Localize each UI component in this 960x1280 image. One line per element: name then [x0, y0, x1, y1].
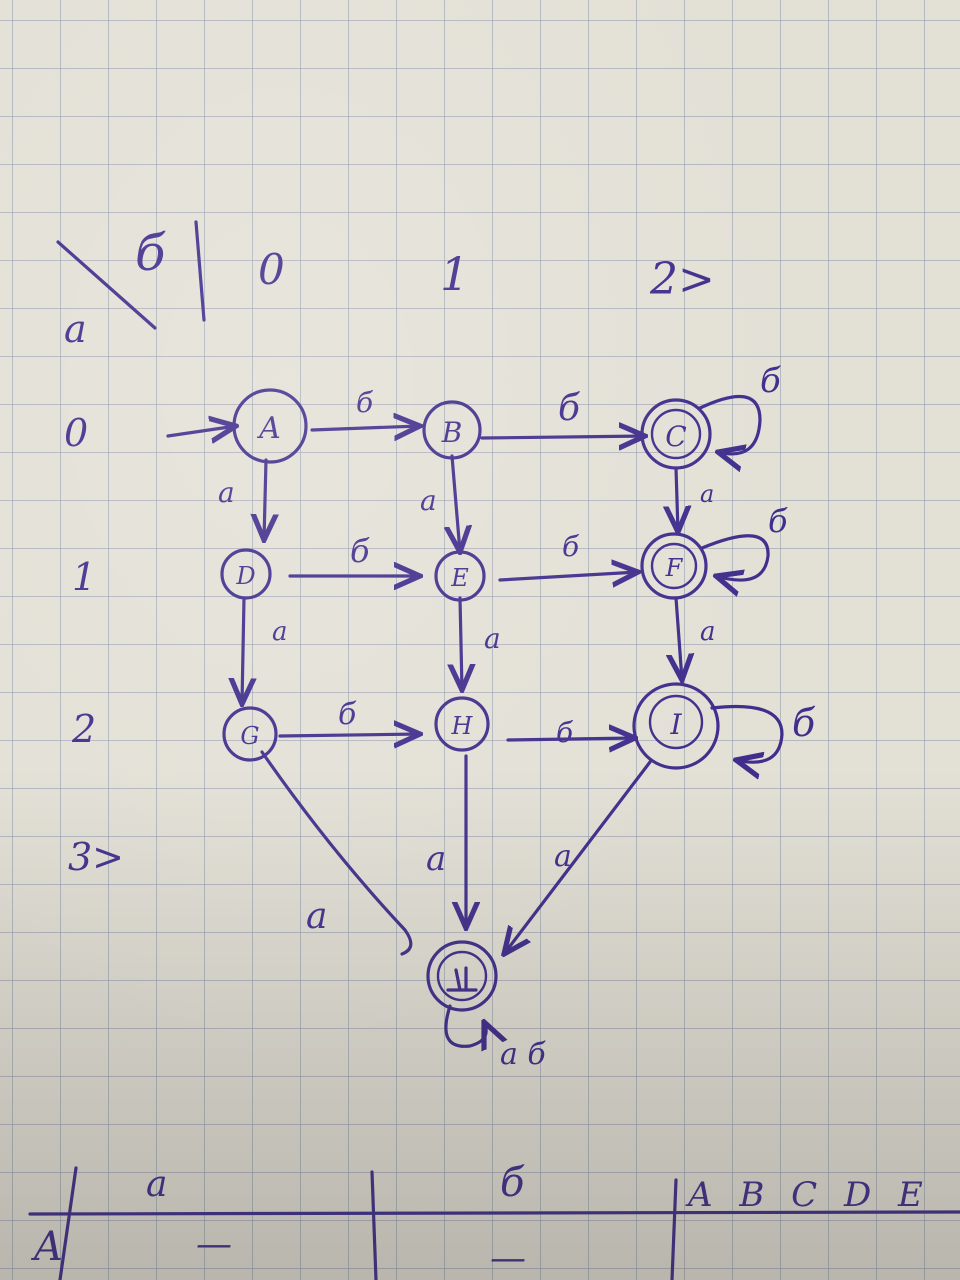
- loop-F: [700, 534, 770, 580]
- label-C-F: а: [700, 480, 714, 508]
- label-A-B: б: [356, 386, 374, 419]
- label-G-K: а: [306, 896, 327, 937]
- state-G: G: [222, 706, 278, 762]
- state-F-label: F: [665, 554, 684, 582]
- edge-A-D: [264, 458, 266, 540]
- state-E: E: [434, 550, 486, 602]
- table-divider-2: [370, 1170, 378, 1280]
- state-I-accept-ring: [648, 694, 704, 750]
- state-A-circle: [232, 388, 308, 464]
- label-D-G: а: [272, 617, 288, 647]
- state-A: A: [232, 388, 308, 464]
- state-F-circle: [640, 532, 708, 600]
- edge-G-H: [278, 734, 420, 736]
- label-D-E: б: [350, 532, 370, 570]
- loop-C: [698, 394, 762, 453]
- state-G-circle: [222, 706, 278, 762]
- state-H-label: H: [451, 712, 474, 740]
- edge-B-E: [452, 454, 460, 552]
- column-header-0: 0: [258, 245, 285, 294]
- state-D-label: D: [235, 562, 255, 590]
- table-col-a: а: [146, 1164, 167, 1205]
- label-B-E: а: [420, 484, 437, 517]
- table-cell-a: —: [196, 1224, 232, 1265]
- column-header-1: 1: [440, 247, 469, 301]
- label-I-K: а: [554, 839, 572, 874]
- table-divider-1: [58, 1166, 78, 1280]
- state-C: C: [640, 398, 712, 470]
- transition-table: A а б — — A B C D E: [28, 1160, 960, 1280]
- state-H: H: [434, 696, 490, 752]
- label-E-H: а: [484, 622, 501, 655]
- label-I-I: б: [792, 701, 816, 745]
- table-cell-b: —: [490, 1238, 526, 1279]
- header-corner-bottom: а: [64, 307, 87, 351]
- column-header-2: 2>: [649, 254, 715, 305]
- table-col-b: б: [500, 1160, 525, 1206]
- state-C-accept-ring: [650, 408, 702, 460]
- table-states-header: A B C D E: [685, 1175, 931, 1215]
- state-I-circle: [632, 682, 720, 770]
- state-B-label: B: [441, 416, 463, 449]
- state-K-accept-ring: [436, 950, 488, 1002]
- state-G-label: G: [240, 722, 259, 750]
- header-corner: б а: [56, 220, 206, 351]
- state-I: I: [632, 682, 720, 770]
- state-K: [426, 940, 498, 1012]
- state-F-accept-ring: [650, 542, 698, 590]
- row-header-2: 2: [71, 707, 96, 751]
- edge-E-H: [460, 596, 462, 690]
- header-corner-top: б: [135, 224, 166, 282]
- label-E-F: б: [562, 530, 580, 563]
- state-K-scribble: [446, 966, 478, 992]
- label-G-H: б: [338, 697, 357, 732]
- state-E-label: E: [450, 564, 469, 592]
- label-B-C: б: [558, 388, 581, 429]
- loop-K: [444, 1004, 486, 1046]
- row-header-0: 0: [64, 411, 88, 455]
- edge-G-K: [260, 750, 413, 956]
- label-F-F: б: [768, 502, 788, 540]
- edge-B-C: [480, 436, 645, 438]
- row-headers: 0 1 2 3>: [64, 411, 124, 879]
- label-H-I: б: [556, 716, 574, 749]
- label-H-K: а: [426, 839, 446, 879]
- state-A-label: A: [256, 411, 281, 446]
- state-D-circle: [220, 548, 272, 600]
- table-header-line: [28, 1210, 960, 1216]
- table-row-label: A: [30, 1224, 63, 1270]
- table-divider-3: [670, 1178, 678, 1280]
- edge-D-G: [242, 596, 244, 704]
- edge-I-K: [504, 760, 652, 954]
- edge-H-I: [506, 738, 635, 740]
- edge-E-F: [498, 572, 638, 580]
- state-K-circle: [426, 940, 498, 1012]
- state-B-circle: [422, 400, 482, 460]
- column-headers: 0 1 2>: [258, 245, 715, 305]
- state-F: F: [640, 532, 708, 600]
- label-K-K: а б: [500, 1037, 546, 1072]
- row-header-3: 3>: [68, 835, 124, 879]
- row-header-1: 1: [72, 555, 96, 599]
- edge-A-B: [310, 426, 420, 430]
- start-arrow: [166, 426, 236, 436]
- state-C-label: C: [665, 420, 686, 453]
- state-B: B: [422, 400, 482, 460]
- label-F-I: а: [700, 617, 716, 647]
- edge-C-F: [676, 466, 678, 532]
- loop-I: [710, 704, 784, 762]
- header-diagonal: [56, 240, 157, 330]
- state-E-circle: [434, 550, 486, 602]
- label-C-C: б: [760, 361, 781, 401]
- header-divider: [194, 220, 206, 322]
- state-I-label: I: [669, 708, 682, 741]
- state-H-circle: [434, 696, 490, 752]
- label-A-D: а: [218, 476, 235, 509]
- state-D: D: [220, 548, 272, 600]
- edge-F-I: [676, 596, 682, 680]
- state-C-circle: [640, 398, 712, 470]
- edge-labels: б б б а а а б б б а а а б б б а а а а б: [218, 361, 816, 1072]
